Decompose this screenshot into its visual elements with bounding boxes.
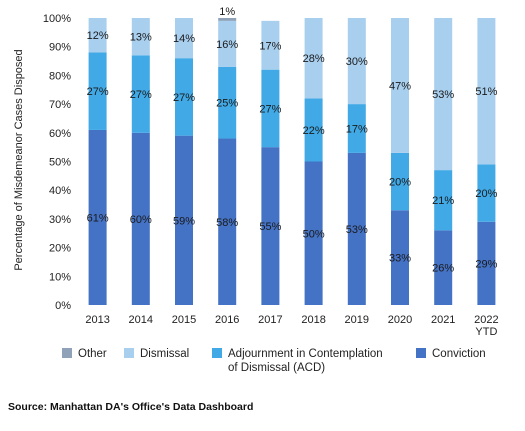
- x-tick-label: 2018: [301, 314, 325, 326]
- x-tick-label: 2015: [172, 314, 196, 326]
- bar-segment: [131, 18, 150, 56]
- bar-segment: [218, 20, 237, 67]
- data-label: 1%: [219, 6, 235, 18]
- data-label: 55%: [259, 221, 281, 233]
- x-tick-label: 2020: [388, 314, 412, 326]
- y-tick-label: 0%: [55, 300, 71, 312]
- bar-segment: [391, 18, 409, 153]
- bar-segment: [88, 52, 107, 130]
- bar-segment: [434, 18, 453, 171]
- data-label: 14%: [173, 33, 195, 45]
- y-tick-label: 80%: [49, 70, 71, 82]
- legend-label: Adjournment in Contemplation of Dismissal…: [228, 348, 383, 374]
- source-note: Source: Manhattan DA's Office's Data Das…: [8, 401, 253, 413]
- legend-label: Conviction: [432, 348, 486, 360]
- y-tick-label: 70%: [49, 99, 71, 111]
- data-label: 21%: [432, 195, 454, 207]
- data-label: 51%: [475, 86, 497, 98]
- legend-swatch: [124, 348, 134, 358]
- y-tick-label: 50%: [49, 157, 71, 169]
- data-label: 58%: [216, 217, 238, 229]
- data-label: 20%: [475, 188, 497, 200]
- data-label: 33%: [389, 253, 411, 265]
- x-tick-label: 2014: [129, 314, 153, 326]
- y-axis-label: Percentage of Misdemeanor Cases Disposed: [13, 49, 25, 270]
- plot-area: 0% 10% 20% 30% 40% 50% 60% 70% 80% 90% 100% 61% 27% 1…: [43, 6, 499, 338]
- data-label: 61%: [87, 212, 109, 224]
- y-tick-label: 10%: [49, 271, 71, 283]
- bar-segment: [347, 152, 366, 305]
- data-label: 27%: [130, 89, 152, 101]
- x-tick-label: 2022 YTD: [474, 314, 498, 338]
- data-label: 29%: [475, 258, 497, 270]
- data-label: 12%: [87, 30, 109, 42]
- data-label: 25%: [216, 98, 238, 110]
- bar-segment: [477, 164, 496, 222]
- data-label: 26%: [432, 263, 454, 275]
- bar-segment: [477, 221, 496, 305]
- bar-segment: [218, 18, 237, 21]
- bar-segment: [261, 69, 280, 148]
- bar-segment: [477, 18, 496, 165]
- data-label: 28%: [303, 53, 325, 65]
- bar-segment: [347, 104, 366, 153]
- legend-swatch: [416, 348, 426, 358]
- bar-segment: [261, 147, 280, 305]
- data-label: 59%: [173, 215, 195, 227]
- legend-swatch: [212, 348, 222, 358]
- bar-segment: [88, 129, 107, 305]
- data-label: 17%: [346, 123, 368, 135]
- data-label: 27%: [173, 92, 195, 104]
- bar-segment: [175, 18, 193, 59]
- y-tick-label: 30%: [49, 214, 71, 226]
- data-label: 16%: [216, 39, 238, 51]
- data-label: 27%: [259, 103, 281, 115]
- legend-label: Dismissal: [140, 348, 189, 360]
- bar-segment: [218, 138, 237, 305]
- data-label: 20%: [389, 177, 411, 189]
- data-label: 53%: [346, 224, 368, 236]
- bar-segment: [347, 18, 366, 105]
- bar-segment: [304, 161, 323, 305]
- x-tick-label: 2013: [85, 314, 109, 326]
- data-label: 60%: [130, 214, 152, 226]
- bar-segment: [434, 230, 453, 305]
- bar-segment: [175, 58, 193, 136]
- data-label: 22%: [303, 125, 325, 137]
- x-tick-label: 2016: [215, 314, 239, 326]
- y-tick-label: 60%: [49, 128, 71, 140]
- y-tick-label: 90%: [49, 42, 71, 54]
- bar-segment: [434, 170, 453, 231]
- bar-segment: [175, 135, 193, 305]
- data-label: 50%: [303, 228, 325, 240]
- data-label: 13%: [130, 32, 152, 44]
- legend-swatch: [62, 348, 72, 358]
- bar-segment: [131, 55, 150, 133]
- data-label: 53%: [432, 89, 454, 101]
- bar-segment: [391, 152, 409, 211]
- y-tick-label: 20%: [49, 243, 71, 255]
- bar-segment: [261, 20, 280, 70]
- bar-segment: [131, 132, 150, 305]
- bar-segment: [304, 98, 323, 162]
- x-tick-label: 2017: [258, 314, 282, 326]
- bar-segment: [304, 18, 323, 99]
- x-tick-label: 2021: [431, 314, 455, 326]
- bar-segment: [218, 66, 237, 139]
- legend: Other Dismissal Adjournment in Contemplati…: [62, 348, 486, 374]
- x-tick-label: 2019: [345, 314, 369, 326]
- bar-segment: [88, 18, 107, 53]
- data-label: 27%: [87, 86, 109, 98]
- data-label: 47%: [389, 80, 411, 92]
- legend-label: Other: [78, 348, 107, 360]
- y-tick-label: 100%: [43, 13, 71, 25]
- y-tick-label: 40%: [49, 185, 71, 197]
- bar-segment: [391, 210, 409, 305]
- data-label: 30%: [346, 56, 368, 68]
- data-label: 17%: [259, 40, 281, 52]
